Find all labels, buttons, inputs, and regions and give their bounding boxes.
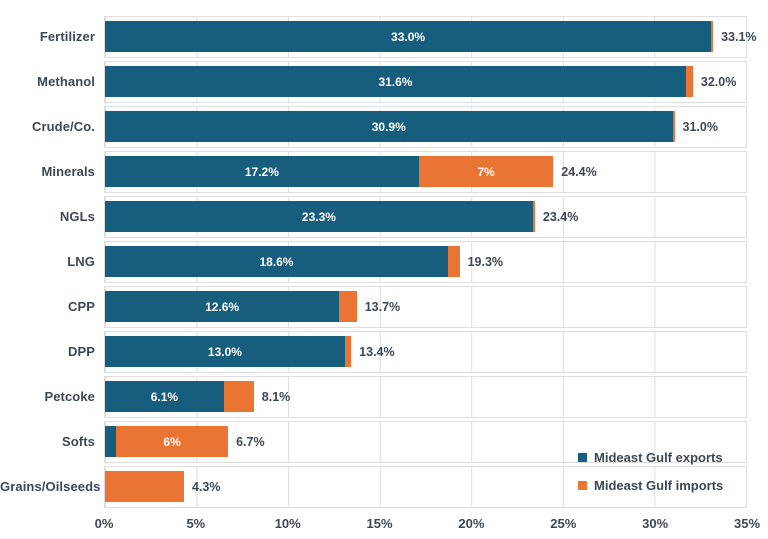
total-value-label: 8.1% [261, 389, 291, 404]
x-axis-tick: 35% [733, 516, 761, 531]
category-label: Petcoke [44, 389, 95, 404]
category-label: Methanol [37, 74, 95, 89]
chart-rows: Fertilizer 33.0% 33.1% Methanol 31.6% 32.0% Cr… [0, 14, 768, 509]
category-label: Fertilizer [39, 29, 95, 44]
stacked-bar: 6.1% [105, 381, 254, 412]
chart-row: LNG 18.6% 19.3% [0, 239, 768, 284]
imports-segment [447, 246, 460, 277]
x-axis-left-spacer [0, 511, 104, 537]
total-value-label: 24.4% [561, 164, 597, 179]
exports-segment: 13.0% [105, 336, 345, 367]
x-axis-tick-area: 0% 5% 10% 15% 20% 25% 30% 35% [95, 511, 760, 537]
row-band-wrap: 12.6% 13.7% [104, 285, 747, 328]
x-axis-tick: 10% [274, 516, 301, 531]
legend-item: Mideast Gulf exports [578, 443, 723, 471]
category-label: Softs [62, 434, 95, 449]
x-axis-tick: 5% [186, 516, 206, 531]
stacked-bar: 30.9% [105, 111, 675, 142]
category-label: LNG [67, 254, 95, 269]
stacked-bar: 23.3% [105, 201, 535, 232]
exports-segment: 6.1% [105, 381, 224, 412]
stacked-bar: 18.6% [105, 246, 460, 277]
stacked-bar: 13.0% [105, 336, 352, 367]
imports-segment [344, 336, 352, 367]
stacked-bar: 6% [105, 426, 229, 457]
row-band-wrap: 30.9% 31.0% [104, 105, 747, 148]
chart-row: NGLs 23.3% 23.4% [0, 194, 768, 239]
chart-row: Fertilizer 33.0% 33.1% [0, 14, 768, 59]
row-band-wrap: 6% 6.7% [104, 420, 747, 463]
total-value-label: 32.0% [700, 74, 737, 89]
category-label: Grains/Oilseeds [0, 479, 101, 494]
exports-segment: 30.9% [105, 111, 673, 142]
chart-row: Grains/Oilseeds 4.3% [0, 464, 768, 509]
imports-segment [339, 291, 357, 322]
exports-segment [105, 426, 117, 457]
x-axis: 0% 5% 10% 15% 20% 25% 30% 35% [0, 511, 768, 537]
legend-label: Mideast Gulf exports [594, 449, 723, 465]
stacked-bar [105, 471, 184, 502]
chart-row: CPP 12.6% 13.7% [0, 284, 768, 329]
chart-row: Methanol 31.6% 32.0% [0, 59, 768, 104]
total-value-label: 31.0% [682, 119, 718, 134]
row-band-wrap: 23.3% 23.4% [104, 195, 747, 238]
total-value-label: 13.7% [364, 299, 401, 314]
row-band-wrap: 13.0% 13.4% [104, 330, 747, 373]
legend: Mideast Gulf exports Mideast Gulf imports [578, 443, 723, 499]
row-band-wrap: 18.6% 19.3% [104, 240, 747, 283]
stacked-bar: 31.6% [105, 66, 693, 97]
x-axis-tick: 0% [94, 516, 114, 531]
x-axis-tick: 20% [458, 516, 485, 531]
total-value-label: 6.7% [236, 434, 265, 449]
total-value-label: 23.4% [542, 209, 579, 224]
imports-segment [672, 111, 675, 142]
imports-segment [532, 201, 535, 232]
total-value-label: 33.1% [721, 29, 757, 44]
legend-label: Mideast Gulf imports [594, 477, 724, 493]
x-axis-tick: 30% [642, 516, 669, 531]
imports-segment [685, 66, 693, 97]
imports-segment [223, 381, 254, 412]
row-band-wrap: 6.1% 8.1% [104, 375, 747, 418]
chart-row: Crude/Co. 30.9% 31.0% [0, 104, 768, 149]
exports-segment: 31.6% [105, 66, 686, 97]
category-label: Crude/Co. [31, 119, 95, 134]
stacked-bar: 12.6% [105, 291, 357, 322]
legend-item: Mideast Gulf imports [578, 471, 723, 499]
exports-segment: 17.2% [105, 156, 419, 187]
legend-swatch-icon [578, 452, 587, 462]
stacked-bar: 17.2% 7% [105, 156, 554, 187]
imports-segment [711, 21, 714, 52]
total-value-label: 13.4% [359, 344, 395, 359]
chart-row: Softs 6% 6.7% [0, 419, 768, 464]
category-label: CPP [67, 299, 95, 314]
chart-row: Minerals 17.2% 7% 24.4% [0, 149, 768, 194]
chart-row: DPP 13.0% 13.4% [0, 329, 768, 374]
imports-segment [105, 471, 184, 502]
chart-row: Petcoke 6.1% 8.1% [0, 374, 768, 419]
exports-segment: 23.3% [105, 201, 533, 232]
category-label: NGLs [59, 209, 95, 224]
stacked-bar: 33.0% [105, 21, 714, 52]
x-axis-tick: 15% [366, 516, 393, 531]
category-label: DPP [67, 344, 95, 359]
category-label: Minerals [41, 164, 95, 179]
row-band-wrap: 4.3% [104, 465, 747, 508]
row-band-wrap: 17.2% 7% 24.4% [104, 150, 747, 193]
row-band-grid [104, 465, 747, 508]
x-axis-tick: 25% [550, 516, 577, 531]
row-band-wrap: 31.6% 32.0% [104, 60, 747, 103]
imports-segment: 6% [116, 426, 229, 457]
legend-swatch-icon [578, 480, 587, 490]
total-value-label: 19.3% [467, 254, 504, 269]
imports-segment: 7% [418, 156, 554, 187]
exports-segment: 12.6% [105, 291, 340, 322]
row-band-wrap: 33.0% 33.1% [104, 15, 757, 58]
exports-segment: 18.6% [105, 246, 448, 277]
exports-segment: 33.0% [105, 21, 712, 52]
total-value-label: 4.3% [191, 479, 221, 494]
